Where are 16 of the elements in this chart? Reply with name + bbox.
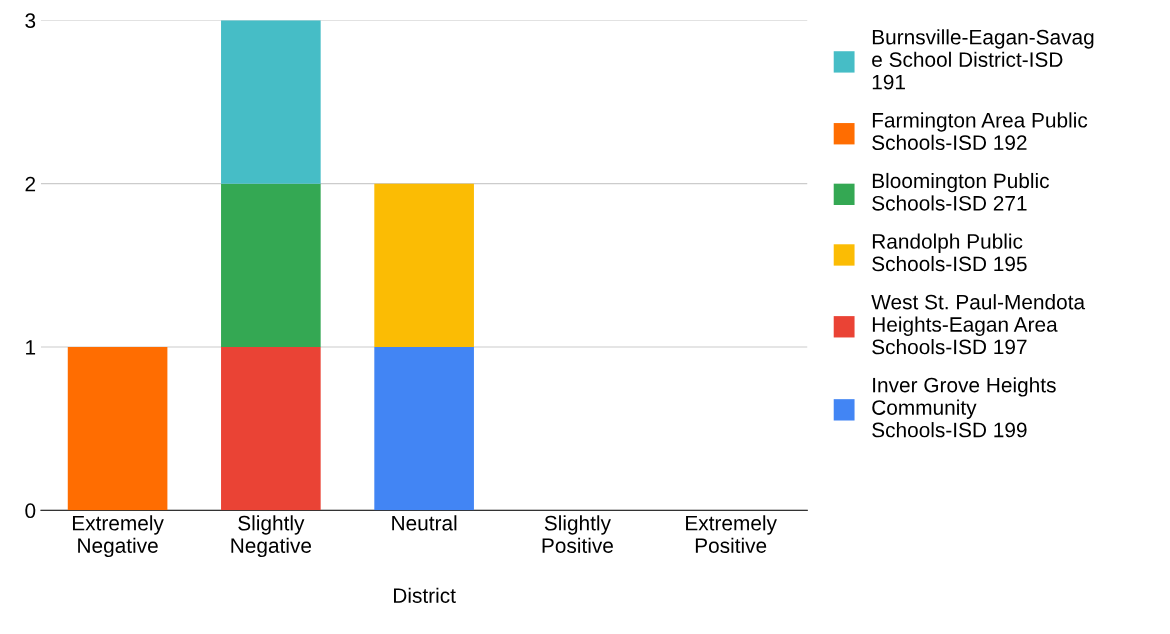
legend-label: West St. Paul-Mendota Heights-Eagan Area Schools-ISD 197 — [871, 294, 1086, 355]
x-axis-title: District — [394, 587, 456, 603]
legend-label: Inver Grove Heights Community Schools-ISD 199 — [872, 377, 1056, 438]
y-tick-label: 0 — [25, 503, 36, 519]
y-tick-label: 1 — [26, 340, 36, 355]
y-tick-label: 2 — [25, 176, 36, 192]
legend-label: Bloomington Public Schools-ISD 271 — [872, 172, 1050, 211]
y-tick-label: 3 — [25, 13, 36, 29]
legend-label: Farmington Area Public Schools-ISD 192 — [872, 112, 1088, 151]
x-tick-label: Slightly Negative — [231, 515, 312, 558]
x-tick-label: Extremely Negative — [72, 515, 164, 558]
x-tick-label: Neutral — [392, 515, 457, 531]
x-tick-label: Extremely Positive — [686, 515, 777, 553]
legend-label: Burnsville-Eagan-Savag e School District-ISD 191 — [872, 29, 1094, 90]
legend-label: Randolph Public Schools-ISD 195 — [872, 233, 1027, 272]
x-tick-label: Slightly Positive — [542, 515, 613, 553]
